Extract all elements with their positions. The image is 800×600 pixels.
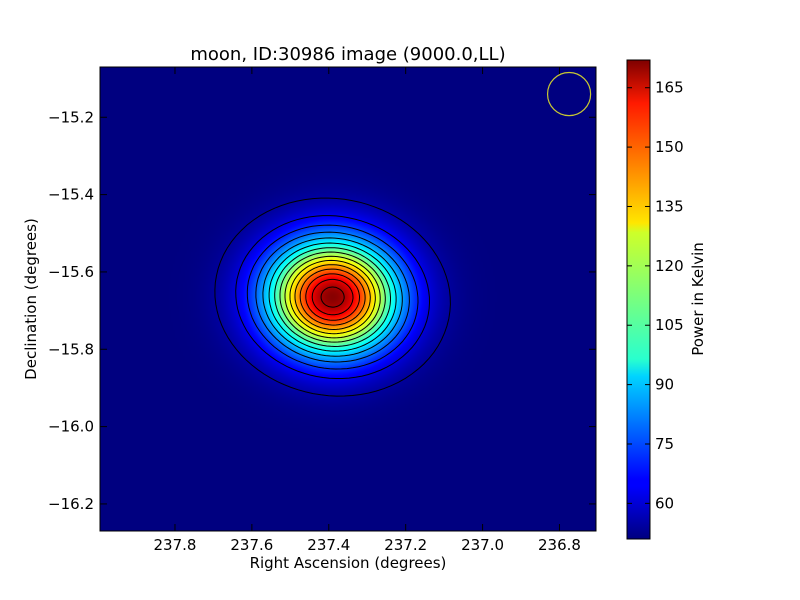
- x-tick-label: 237.6: [230, 536, 273, 554]
- plot-frame: [99, 66, 597, 532]
- contour-level-151: [305, 273, 361, 321]
- chart-title: moon, ID:30986 image (9000.0,LL): [190, 44, 505, 65]
- plot-area: [99, 66, 597, 532]
- contour-level-167: [320, 286, 345, 308]
- contour-level-87: [262, 237, 403, 357]
- y-tick-label: −15.4: [48, 186, 94, 204]
- y-tick-label: −15.2: [48, 108, 94, 126]
- beam-circle: [546, 71, 592, 117]
- contour-level-119: [284, 255, 381, 339]
- contour-level-135: [294, 264, 371, 331]
- x-tick-label: 237.2: [384, 536, 427, 554]
- x-tick-label: 237.8: [154, 536, 197, 554]
- colorbar: 60 75 90 105 120 135 150 165 Power in Kelvin: [626, 59, 707, 540]
- colorbar-tick-label: 150: [655, 138, 684, 156]
- contour-lines: [214, 197, 451, 397]
- colorbar-tick-label: 135: [655, 197, 684, 215]
- x-axis: 237.8 237.6 237.4 237.2 237.0 236.8: [154, 67, 581, 554]
- y-tick-label: −16.2: [48, 495, 94, 513]
- x-tick-label: 237.4: [307, 536, 350, 554]
- contour-level-143: [299, 268, 366, 326]
- y-axis: −15.2 −15.4 −15.6 −15.8 −16.0 −16.2: [48, 108, 596, 513]
- colorbar-tick-label: 90: [655, 376, 674, 394]
- colorbar-label: Power in Kelvin: [689, 242, 707, 356]
- colorbar-gradient: [626, 59, 651, 540]
- contour-level-55: [214, 197, 451, 397]
- colorbar-ticks: 60 75 90 105 120 135 150 165: [627, 79, 684, 512]
- y-axis-title: Declination (degrees): [22, 218, 40, 380]
- contour-level-95: [268, 242, 397, 352]
- y-tick-label: −15.8: [48, 340, 94, 358]
- contour-level-63: [235, 215, 431, 379]
- x-tick-label: 236.8: [538, 536, 581, 554]
- y-tick-label: −15.6: [48, 263, 94, 281]
- heatmap-image: [100, 67, 596, 531]
- x-axis-title: Right Ascension (degrees): [250, 554, 447, 572]
- contour-level-79: [255, 231, 410, 363]
- contour-level-127: [289, 259, 376, 335]
- y-tick-label: −16.0: [48, 418, 94, 436]
- colorbar-tick-label: 120: [655, 257, 684, 275]
- contour-level-111: [279, 251, 386, 343]
- colorbar-tick-label: 165: [655, 79, 684, 97]
- contour-level-103: [274, 247, 391, 348]
- colorbar-tick-label: 75: [655, 435, 674, 453]
- x-tick-label: 237.0: [461, 536, 504, 554]
- colorbar-tick-label: 105: [655, 316, 684, 334]
- colorbar-tick-label: 60: [655, 494, 674, 512]
- contour-level-71: [246, 224, 419, 370]
- contour-level-159: [311, 278, 354, 316]
